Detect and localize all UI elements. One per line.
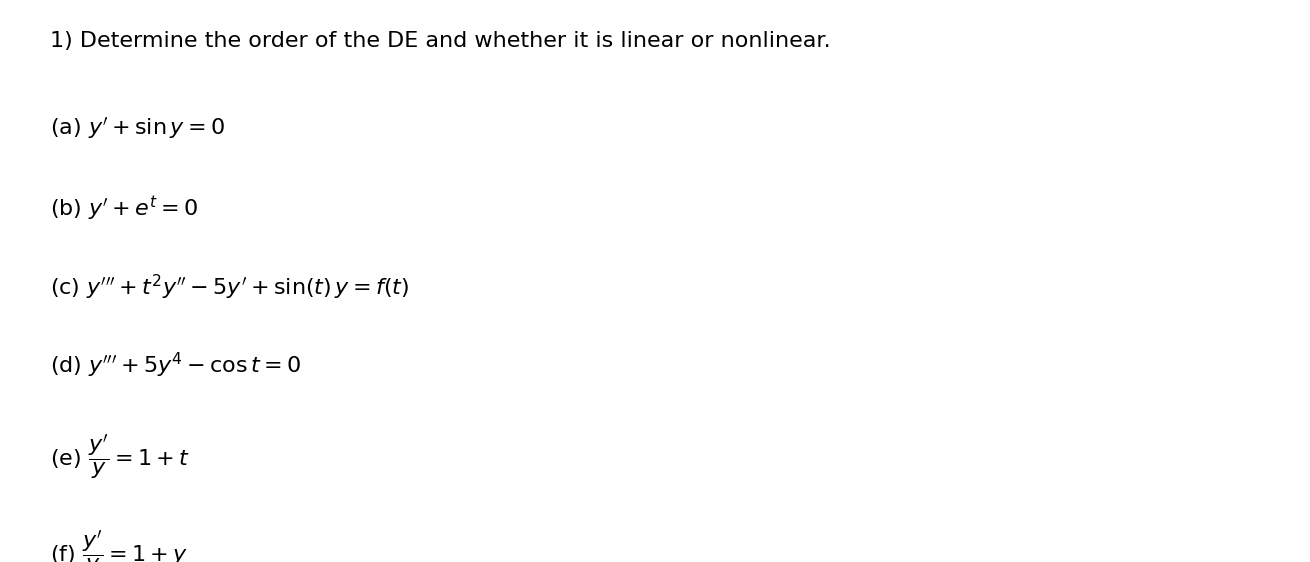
Text: (d) $y^{\prime\prime\prime} + 5y^{4} - \cos t = 0$: (d) $y^{\prime\prime\prime} + 5y^{4} - \…: [50, 351, 301, 380]
Text: (f) $\dfrac{y^{\prime}}{y} = 1 + y$: (f) $\dfrac{y^{\prime}}{y} = 1 + y$: [50, 528, 189, 562]
Text: (a) $y^{\prime} + \sin y = 0$: (a) $y^{\prime} + \sin y = 0$: [50, 115, 225, 140]
Text: (c) $y^{\prime\prime\prime} + t^{2}y^{\prime\prime} - 5y^{\prime} + \sin(t)\,y =: (c) $y^{\prime\prime\prime} + t^{2}y^{\p…: [50, 273, 409, 302]
Text: 1) Determine the order of the DE and whether it is linear or nonlinear.: 1) Determine the order of the DE and whe…: [50, 31, 831, 51]
Text: (e) $\dfrac{y^{\prime}}{y} = 1 + t$: (e) $\dfrac{y^{\prime}}{y} = 1 + t$: [50, 433, 190, 481]
Text: (b) $y^{\prime} + e^{t} = 0$: (b) $y^{\prime} + e^{t} = 0$: [50, 194, 198, 223]
